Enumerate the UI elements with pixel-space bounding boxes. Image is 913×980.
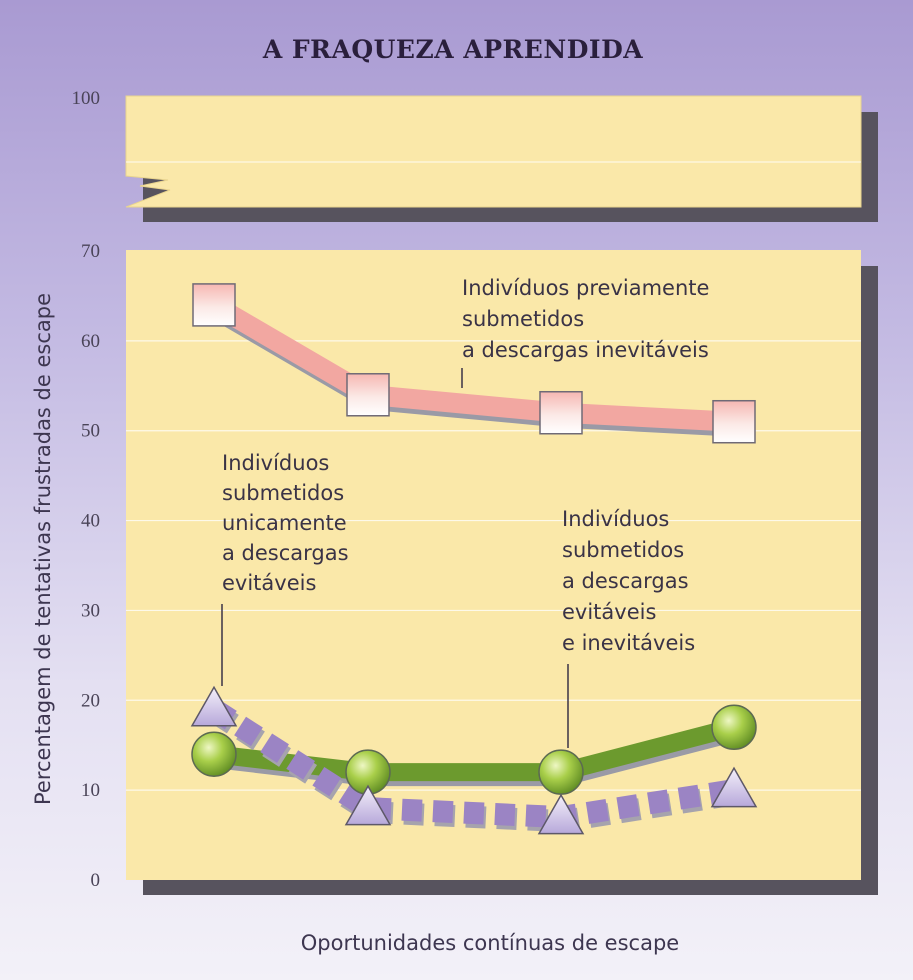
y-tick-label: 60 [81, 331, 100, 352]
square-marker [539, 390, 583, 435]
y-tick-label: 50 [81, 421, 100, 442]
series-line-previamente [208, 296, 735, 432]
circle-marker [538, 749, 584, 795]
triangle-marker [710, 766, 758, 808]
square-marker [712, 399, 756, 444]
chart-title: A FRAQUEZA APRENDIDA [262, 35, 643, 64]
series-label-line: Indivíduos [222, 451, 329, 475]
y-tick-label: 70 [81, 241, 100, 262]
circle-marker [711, 704, 757, 750]
triangle-marker [344, 784, 392, 826]
y-tick-label: 10 [81, 780, 100, 801]
series-line-unicamente-evitaveis [208, 700, 736, 829]
series-layer [190, 283, 758, 835]
x-axis-label: Oportunidades contínuas de escape [301, 931, 679, 955]
series-label-line: unicamente [222, 511, 347, 535]
series-label-line: submetidos [562, 538, 684, 562]
top-panel [125, 95, 862, 208]
y-axis-ticks: 0 10 20 30 40 50 60 70 100 [72, 88, 101, 891]
triangle-marker [537, 793, 585, 835]
circle-marker [191, 731, 237, 777]
y-tick-label: 30 [81, 600, 100, 621]
series-label-line: submetidos [222, 481, 344, 505]
series-label-line: e inevitáveis [562, 631, 695, 655]
y-tick-label: 40 [81, 511, 100, 532]
annotations: Indivíduos previamente submetidos a descar… [221, 276, 709, 748]
y-tick-label: 100 [72, 88, 101, 109]
y-tick-label: 0 [91, 870, 101, 891]
series-label-line: evitáveis [222, 571, 316, 595]
square-marker [192, 283, 236, 327]
series-label-line: a descargas [222, 541, 349, 565]
series-label-line: submetidos [462, 307, 584, 331]
series-label-line: a descargas inevitáveis [462, 338, 709, 362]
series-label-line: evitáveis [562, 600, 656, 624]
series-label-line: Indivíduos previamente [462, 276, 709, 300]
square-marker [346, 373, 390, 417]
series-label-line: a descargas [562, 569, 689, 593]
y-tick-label: 20 [81, 690, 100, 711]
series-label-line: Indivíduos [562, 507, 669, 531]
triangle-marker [190, 685, 238, 727]
y-axis-label: Percentagem de tentativas frustradas de … [31, 293, 55, 805]
